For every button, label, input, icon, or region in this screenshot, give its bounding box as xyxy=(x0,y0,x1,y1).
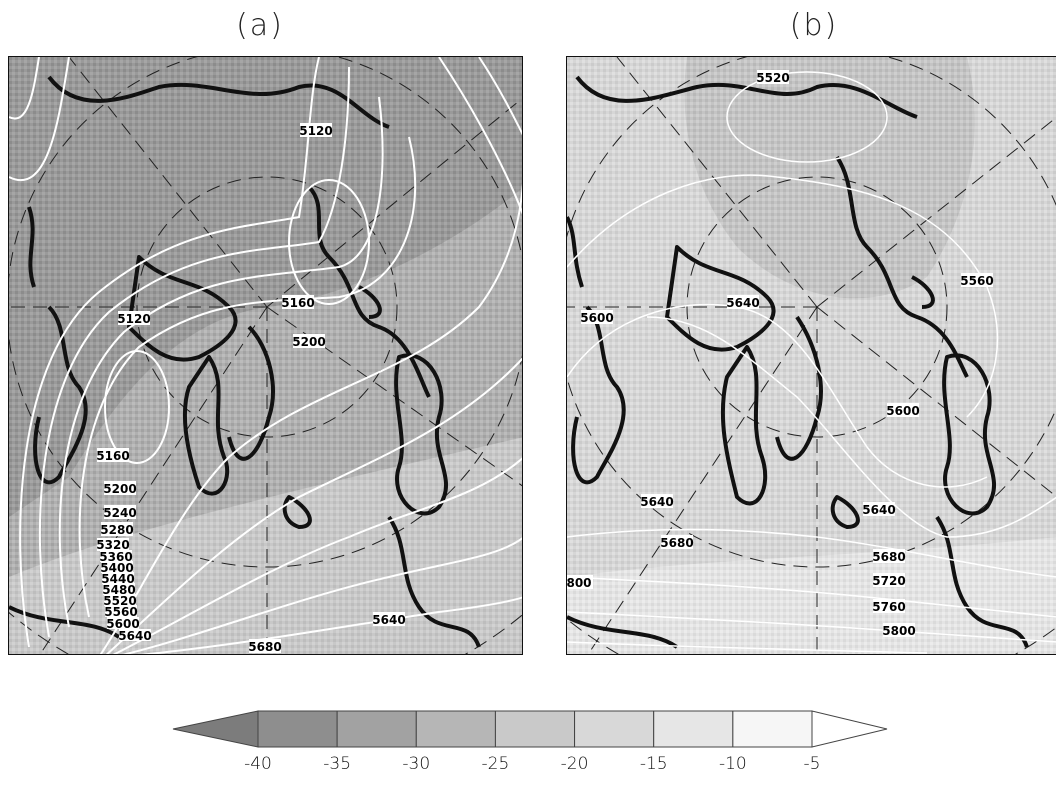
svg-text:5640: 5640 xyxy=(118,629,151,643)
colorbar-cell xyxy=(574,710,655,748)
svg-text:5640: 5640 xyxy=(726,296,759,310)
svg-text:5360: 5360 xyxy=(99,550,132,564)
contour-label: 5640 xyxy=(640,494,674,509)
svg-text:5680: 5680 xyxy=(248,640,281,654)
svg-text:5520: 5520 xyxy=(756,71,789,85)
shading-cold-core xyxy=(9,57,522,517)
contour-label: 5480 xyxy=(102,583,136,597)
svg-text:5200: 5200 xyxy=(292,335,325,349)
coastlines xyxy=(567,75,1029,649)
colorbar-tick: -35 xyxy=(323,754,352,774)
colorbar-cell xyxy=(257,710,338,748)
svg-text:5760: 5760 xyxy=(872,600,905,614)
contour-label: 5520 xyxy=(756,70,790,85)
shading-warm-south xyxy=(567,537,1056,654)
svg-text:5600: 5600 xyxy=(886,404,919,418)
colorbar-tick: -25 xyxy=(481,754,510,774)
map-a-svg: 5120 5120 5160 5200 5160 5200 5240 5280 … xyxy=(9,57,522,654)
colorbar-tick: -40 xyxy=(244,754,272,774)
contour-label: 5120 xyxy=(299,123,333,138)
svg-text:5560: 5560 xyxy=(960,274,993,288)
svg-text:5520: 5520 xyxy=(103,594,136,608)
contour-label: 800 xyxy=(567,575,593,590)
contour-label: 5640 xyxy=(118,629,152,643)
colorbar-tick: -10 xyxy=(718,754,747,774)
colorbar-tick: -15 xyxy=(639,754,668,774)
colorbar-cell xyxy=(732,710,813,748)
contour-label: 5720 xyxy=(872,573,906,588)
colorbar-extend-high xyxy=(811,710,888,748)
contour-label: 5640 xyxy=(862,502,896,517)
colorbar-cell xyxy=(415,710,496,748)
contour-labels: 5120 5120 5160 5200 5160 5200 5240 5280 … xyxy=(96,123,406,654)
colorbar-tick: -20 xyxy=(560,754,589,774)
colorbar-cell xyxy=(494,710,576,748)
contour-label: 5600 xyxy=(106,617,140,631)
contour-label: 5200 xyxy=(292,334,326,349)
contour-label: 5680 xyxy=(872,549,906,564)
height-contours xyxy=(9,57,522,654)
colorbar-cell xyxy=(653,710,734,748)
svg-text:5600: 5600 xyxy=(580,311,613,325)
panel-b-title: (b) xyxy=(789,8,839,43)
shading-warm-south xyxy=(9,437,522,654)
svg-text:5280: 5280 xyxy=(100,523,133,537)
contour-label: 5400 xyxy=(100,561,134,575)
contour-label: 5600 xyxy=(886,403,920,418)
svg-text:5320: 5320 xyxy=(96,538,129,552)
contour-label: 5800 xyxy=(882,623,916,638)
contour-label: 5240 xyxy=(103,505,137,520)
graticule xyxy=(567,57,1056,654)
svg-text:5440: 5440 xyxy=(101,572,134,586)
contour-labels: 5520 5560 5640 5600 5600 5640 5640 5680 … xyxy=(567,70,994,638)
svg-text:5560: 5560 xyxy=(104,605,137,619)
contour-label: 5560 xyxy=(104,605,138,619)
svg-text:5400: 5400 xyxy=(100,561,133,575)
svg-text:5640: 5640 xyxy=(372,613,405,627)
svg-text:5800: 5800 xyxy=(882,624,915,638)
contour-label: 5160 xyxy=(281,295,315,310)
svg-text:5120: 5120 xyxy=(299,124,332,138)
svg-text:5640: 5640 xyxy=(640,495,673,509)
height-contours xyxy=(567,71,1056,654)
panel-a-title: (a) xyxy=(236,8,284,43)
svg-text:800: 800 xyxy=(567,576,592,590)
contour-label: 5680 xyxy=(660,535,694,550)
contour-label: 5200 xyxy=(103,481,137,496)
colorbar-cells xyxy=(172,710,888,748)
contour-label: 5440 xyxy=(101,572,135,586)
svg-text:5640: 5640 xyxy=(862,503,895,517)
colorbar-cell xyxy=(336,710,417,748)
map-panel-b: 5520 5560 5640 5600 5600 5640 5640 5680 … xyxy=(566,56,1056,655)
coastlines xyxy=(9,75,481,648)
contour-label: 5760 xyxy=(872,599,906,614)
colorbar-tick: -30 xyxy=(402,754,431,774)
colorbar-tick: -5 xyxy=(803,754,821,774)
contour-label: 5120 xyxy=(117,311,151,326)
colorbar-extend-low xyxy=(172,710,259,748)
svg-text:5160: 5160 xyxy=(281,296,314,310)
map-b-svg: 5520 5560 5640 5600 5600 5640 5640 5680 … xyxy=(567,57,1056,654)
svg-text:5600: 5600 xyxy=(106,617,139,631)
svg-text:5680: 5680 xyxy=(872,550,905,564)
svg-text:5200: 5200 xyxy=(103,482,136,496)
svg-text:5240: 5240 xyxy=(103,506,136,520)
contour-label: 5360 xyxy=(99,550,133,564)
svg-text:5160: 5160 xyxy=(96,449,129,463)
contour-label: 5600 xyxy=(580,310,614,325)
contour-label: 5280 xyxy=(100,522,134,537)
map-panel-a: 5120 5120 5160 5200 5160 5200 5240 5280 … xyxy=(8,56,523,655)
svg-text:5480: 5480 xyxy=(102,583,135,597)
svg-text:5120: 5120 xyxy=(117,312,150,326)
contour-label: 5560 xyxy=(960,273,994,288)
contour-label: 5520 xyxy=(103,594,137,608)
contour-label: 5680 xyxy=(248,639,282,654)
svg-text:5720: 5720 xyxy=(872,574,905,588)
svg-text:5680: 5680 xyxy=(660,536,693,550)
contour-label: 5320 xyxy=(96,538,130,552)
contour-label: 5640 xyxy=(726,295,760,310)
contour-label: 5160 xyxy=(96,448,130,463)
contour-label: 5640 xyxy=(372,612,406,627)
